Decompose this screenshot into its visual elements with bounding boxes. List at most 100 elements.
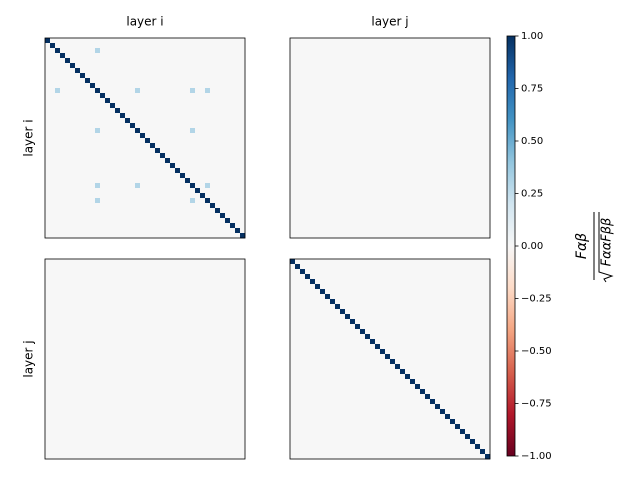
heatmap-cell: [385, 113, 390, 118]
heatmap-cell: [70, 404, 75, 409]
heatmap-cell: [365, 168, 370, 173]
heatmap-cell: [445, 143, 450, 148]
heatmap-cell: [435, 228, 440, 233]
heatmap-cell: [135, 58, 140, 63]
heatmap-cell: [110, 218, 115, 223]
heatmap-cell: [95, 68, 100, 73]
heatmap-cell: [310, 183, 315, 188]
heatmap-cell: [90, 274, 95, 279]
heatmap-cell: [300, 98, 305, 103]
heatmap-cell: [65, 123, 70, 128]
heatmap-cell: [305, 58, 310, 63]
heatmap-cell: [235, 414, 240, 419]
heatmap-cell: [95, 138, 100, 143]
heatmap-cell: [440, 183, 445, 188]
heatmap-cell: [175, 394, 180, 399]
heatmap-cell: [85, 193, 90, 198]
heatmap-cell: [435, 128, 440, 133]
heatmap-cell: [460, 153, 465, 158]
heatmap-cell: [385, 48, 390, 53]
heatmap-cell: [345, 183, 350, 188]
heatmap-cell: [100, 93, 105, 98]
heatmap-cell: [440, 228, 445, 233]
heatmap-panel: [45, 259, 245, 459]
heatmap-cell: [465, 223, 470, 228]
heatmap-cell: [50, 324, 55, 329]
heatmap-cell: [55, 178, 60, 183]
heatmap-cell: [330, 38, 335, 43]
heatmap-cell: [105, 259, 110, 264]
heatmap-cell: [170, 389, 175, 394]
heatmap-cell: [185, 198, 190, 203]
heatmap-cell: [290, 173, 295, 178]
heatmap-cell: [440, 208, 445, 213]
heatmap-cell: [475, 188, 480, 193]
heatmap-cell: [65, 83, 70, 88]
heatmap-cell: [195, 399, 200, 404]
heatmap-cell: [425, 148, 430, 153]
heatmap-cell: [405, 93, 410, 98]
heatmap-cell: [300, 83, 305, 88]
heatmap-cell: [460, 213, 465, 218]
heatmap-cell: [215, 98, 220, 103]
heatmap-cell: [480, 113, 485, 118]
heatmap-cell: [105, 218, 110, 223]
heatmap-cell: [140, 259, 145, 264]
heatmap-cell: [450, 193, 455, 198]
heatmap-cell: [295, 63, 300, 68]
heatmap-cell: [190, 118, 195, 123]
heatmap-cell: [185, 88, 190, 93]
heatmap-cell: [320, 208, 325, 213]
heatmap-cell: [135, 449, 140, 454]
heatmap-cell: [190, 153, 195, 158]
heatmap-cell: [55, 78, 60, 83]
heatmap-cell: [305, 233, 310, 238]
heatmap-cell: [335, 123, 340, 128]
heatmap-cell: [300, 68, 305, 73]
heatmap-cell: [230, 78, 235, 83]
heatmap-cell: [45, 414, 50, 419]
heatmap-cell: [300, 208, 305, 213]
heatmap-cell: [430, 78, 435, 83]
heatmap-cell: [115, 103, 120, 108]
heatmap-cell: [240, 103, 245, 108]
heatmap-cell: [445, 98, 450, 103]
heatmap-cell: [355, 88, 360, 93]
heatmap-cell: [45, 454, 50, 459]
heatmap-cell: [225, 404, 230, 409]
heatmap-cell: [235, 269, 240, 274]
heatmap-cell: [200, 354, 205, 359]
heatmap-cell: [360, 158, 365, 163]
heatmap-cell: [90, 319, 95, 324]
heatmap-cell: [95, 108, 100, 113]
heatmap-cell: [95, 83, 100, 88]
heatmap-cell: [290, 148, 295, 153]
heatmap-cell: [455, 188, 460, 193]
heatmap-cell: [365, 158, 370, 163]
heatmap-cell: [190, 113, 195, 118]
heatmap-cell: [45, 319, 50, 324]
heatmap-cell: [230, 439, 235, 444]
heatmap-cell: [210, 414, 215, 419]
heatmap-cell: [215, 153, 220, 158]
heatmap-cell: [215, 269, 220, 274]
heatmap-cell: [125, 284, 130, 289]
heatmap-cell: [395, 128, 400, 133]
heatmap-cell: [150, 329, 155, 334]
heatmap-cell: [65, 153, 70, 158]
heatmap-cell: [190, 108, 195, 113]
heatmap-cell: [355, 269, 360, 274]
heatmap-cell: [120, 349, 125, 354]
heatmap-cell: [75, 58, 80, 63]
heatmap-cell: [90, 289, 95, 294]
heatmap-cell: [130, 359, 135, 364]
heatmap-cell: [375, 63, 380, 68]
heatmap-cell: [90, 188, 95, 193]
heatmap-cell: [135, 339, 140, 344]
heatmap-cell: [375, 118, 380, 123]
heatmap-cell: [380, 88, 385, 93]
heatmap-cell: [240, 158, 245, 163]
heatmap-cell: [445, 198, 450, 203]
heatmap-cell: [155, 294, 160, 299]
heatmap-cell: [455, 73, 460, 78]
